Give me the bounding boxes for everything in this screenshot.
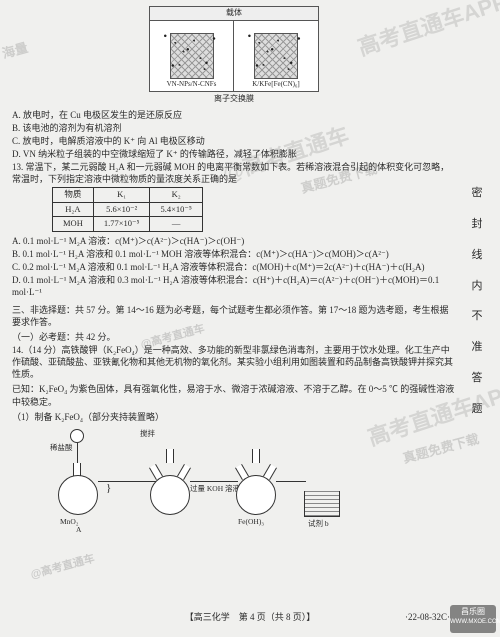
seal-char: 密 (470, 186, 484, 201)
page-footer: 【高三化学 第 4 页（共 8 页）】 ·22-08-32C· (0, 611, 500, 623)
q12-option-a: A. 放电时，在 Cu 电极区发生的是还原反应 (12, 109, 456, 121)
seal-char: 题 (470, 402, 484, 417)
right-cell: K/KFe[Fe(CN)₆] (234, 21, 318, 91)
table-row: H₂A 5.6×10⁻² 5.4×10⁻⁵ (53, 202, 203, 216)
figure-cells: VN-NPs/N-CNFs K/KFe[Fe(CN)₆] (150, 21, 318, 91)
th-k2: K₂ (150, 188, 202, 202)
beaker (304, 491, 340, 517)
table-row: MOH 1.77×10⁻⁵ — (53, 217, 203, 231)
cell: — (150, 217, 202, 231)
q12-option-b: B. 该电池的溶剂为有机溶剂 (12, 122, 456, 134)
right-electrode (254, 33, 298, 79)
q14-stem: 14.（14 分）高铁酸钾（K₂FeO₄）是一种高效、多功能的新型非氯绿色消毒剂… (12, 344, 456, 380)
corner-sub: WWW.MXOE.COM (450, 618, 496, 626)
th-k1: K₁ (93, 188, 150, 202)
figure-caption: 离子交换膜 (12, 94, 456, 105)
q12-option-d: D. VN 纳米粒子组装的中空微球缩短了 K⁺ 的传输路径，减轻了体积膨胀 (12, 148, 456, 160)
seal-char: 线 (470, 248, 484, 263)
seal-char: 答 (470, 371, 484, 386)
flask-right (236, 475, 276, 515)
seal-char: 不 (470, 309, 484, 324)
q13-option-a: A. 0.1 mol·L⁻¹ M₂A 溶液：c(M⁺)＞c(A²⁻)＞c(HA⁻… (12, 235, 456, 247)
fe-label: Fe(OH)₃ (238, 517, 264, 527)
seal-char: 准 (470, 340, 484, 355)
cell: 1.77×10⁻⁵ (93, 217, 150, 231)
q13-option-b: B. 0.1 mol·L⁻¹ H₂A 溶液和 0.1 mol·L⁻¹ MOH 溶… (12, 248, 456, 260)
table-header-row: 物质 K₁ K₂ (53, 188, 203, 202)
q13-stem: 13. 常温下，某二元弱酸 H₂A 和一元弱碱 MOH 的电离平衡常数如下表。若… (12, 161, 456, 185)
seal-char: 内 (470, 279, 484, 294)
footer-serial: ·22-08-32C· (405, 611, 450, 623)
seal-char: 封 (470, 217, 484, 232)
cell: H₂A (53, 202, 94, 216)
tube-1 (98, 481, 156, 482)
flask-neck (166, 449, 174, 463)
koh-label: 过量 KOH 溶液 (190, 485, 240, 493)
cell: 5.4×10⁻⁵ (150, 202, 202, 216)
equilibrium-table: 物质 K₁ K₂ H₂A 5.6×10⁻² 5.4×10⁻⁵ MOH 1.77×… (52, 187, 203, 231)
section3-sub: （一）必考题：共 42 分。 (12, 331, 456, 343)
flask-mid (150, 475, 190, 515)
liq-label: 稀盐酸 (50, 443, 73, 453)
right-caption: K/KFe[Fe(CN)₆] (234, 80, 318, 89)
q14-note: 已知：K₂FeO₄ 为紫色固体，具有强氧化性，易溶于水、微溶于浓碱溶液、不溶于乙… (12, 383, 456, 407)
flask-a (58, 475, 98, 515)
cell: 5.6×10⁻² (93, 202, 150, 216)
tube-3 (276, 481, 306, 482)
corner-main: 昌乐圈 (461, 607, 485, 616)
apparatus-figure: 稀盐酸 MnO₂ A } 搅拌 过量 KOH 溶液 Fe(OH)₃ 试剂 b (48, 425, 348, 535)
corner-badge: 昌乐圈 WWW.MXOE.COM (450, 605, 496, 633)
q14-sub1: （1）制备 K₂FeO₄（部分夹持装置略） (12, 411, 456, 423)
footer-center: 【高三化学 第 4 页（共 8 页）】 (185, 612, 316, 622)
cell: MOH (53, 217, 94, 231)
q12-option-c: C. 放电时，电解质溶液中的 K⁺ 向 Al 电极区移动 (12, 135, 456, 147)
left-electrode (170, 33, 214, 79)
label-a: A (76, 525, 81, 535)
left-cell: VN-NPs/N-CNFs (150, 21, 234, 91)
th-substance: 物质 (53, 188, 94, 202)
section3-heading: 三、非选择题：共 57 分。第 14～16 题为必考题，每个试题考生都必须作答。… (12, 304, 456, 328)
figure-load-label: 载体 (150, 7, 318, 21)
flask-neck (252, 449, 260, 463)
battery-figure: 载体 VN-NPs/N-CNFs K/KFe[Fe(CN)₆] (149, 6, 319, 92)
funnel-bulb (70, 429, 84, 443)
exam-page: 载体 VN-NPs/N-CNFs K/KFe[Fe(CN)₆] 离子交换膜 A.… (0, 0, 500, 637)
stir-label: 搅拌 (140, 429, 155, 439)
left-caption: VN-NPs/N-CNFs (150, 80, 233, 89)
bracket-icon: } (106, 481, 111, 496)
q13-option-d: D. 0.1 mol·L⁻¹ M₂A 溶液和 0.3 mol·L⁻¹ H₂A 溶… (12, 274, 456, 298)
reagent-b-label: 试剂 b (308, 519, 329, 529)
q13-option-c: C. 0.2 mol·L⁻¹ M₂A 溶液和 0.1 mol·L⁻¹ H₂A 溶… (12, 261, 456, 273)
tube-2 (190, 481, 238, 482)
seal-line: 密 封 线 内 不 准 答 题 (470, 170, 484, 433)
funnel-stem (77, 443, 78, 465)
